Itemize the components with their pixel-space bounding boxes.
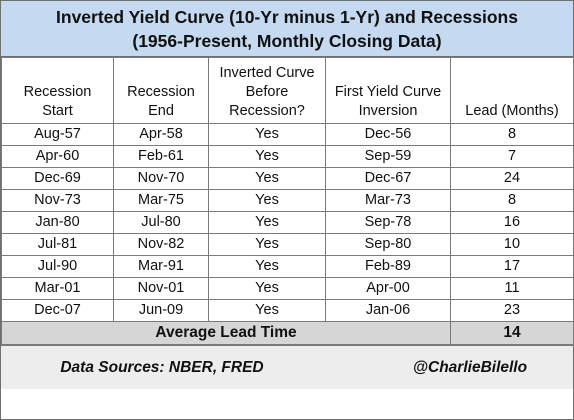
cell-lead: 16 xyxy=(450,211,574,234)
header-recession-start: Recession Start xyxy=(1,57,114,124)
table-row: Aug-57 Apr-58 Yes Dec-56 8 xyxy=(1,123,574,146)
header-first-inversion: First Yield Curve Inversion xyxy=(325,57,451,124)
table-row: Jul-81 Nov-82 Yes Sep-80 10 xyxy=(1,233,574,256)
cell-lead: 7 xyxy=(450,145,574,168)
cell-recession-end: Mar-75 xyxy=(113,189,209,212)
recessions-table: Recession Start Recession End Inverted C… xyxy=(1,57,574,345)
table-row: Mar-01 Nov-01 Yes Apr-00 11 xyxy=(1,277,574,300)
cell-recession-end: Jun-09 xyxy=(113,299,209,322)
table-footer: Data Sources: NBER, FRED @CharlieBilello xyxy=(1,345,573,389)
cell-recession-end: Nov-82 xyxy=(113,233,209,256)
table-row: Dec-07 Jun-09 Yes Jan-06 23 xyxy=(1,299,574,322)
cell-inverted: Yes xyxy=(208,299,326,322)
cell-lead: 24 xyxy=(450,167,574,190)
cell-inverted: Yes xyxy=(208,145,326,168)
cell-first-inversion: Sep-59 xyxy=(325,145,451,168)
cell-first-inversion: Mar-73 xyxy=(325,189,451,212)
header-inverted-before: Inverted Curve Before Recession? xyxy=(208,57,326,124)
cell-lead: 8 xyxy=(450,189,574,212)
cell-recession-end: Nov-01 xyxy=(113,277,209,300)
cell-lead: 17 xyxy=(450,255,574,278)
table-row: Nov-73 Mar-75 Yes Mar-73 8 xyxy=(1,189,574,212)
table-row: Jul-90 Mar-91 Yes Feb-89 17 xyxy=(1,255,574,278)
header-recession-end: Recession End xyxy=(113,57,209,124)
author-handle: @CharlieBilello xyxy=(412,358,528,376)
cell-recession-start: Dec-07 xyxy=(1,299,114,322)
cell-recession-end: Nov-70 xyxy=(113,167,209,190)
cell-recession-end: Apr-58 xyxy=(113,123,209,146)
table-row: Apr-60 Feb-61 Yes Sep-59 7 xyxy=(1,145,574,168)
table-row: Jan-80 Jul-80 Yes Sep-78 16 xyxy=(1,211,574,234)
cell-recession-start: Jan-80 xyxy=(1,211,114,234)
table-row: Dec-69 Nov-70 Yes Dec-67 24 xyxy=(1,167,574,190)
cell-inverted: Yes xyxy=(208,233,326,256)
cell-recession-start: Jul-90 xyxy=(1,255,114,278)
cell-recession-start: Mar-01 xyxy=(1,277,114,300)
cell-inverted: Yes xyxy=(208,255,326,278)
cell-first-inversion: Sep-80 xyxy=(325,233,451,256)
cell-inverted: Yes xyxy=(208,277,326,300)
table-title: Inverted Yield Curve (10-Yr minus 1-Yr) … xyxy=(1,1,573,57)
cell-first-inversion: Sep-78 xyxy=(325,211,451,234)
cell-lead: 11 xyxy=(450,277,574,300)
cell-recession-start: Apr-60 xyxy=(1,145,114,168)
data-sources: Data Sources: NBER, FRED xyxy=(60,358,264,376)
cell-recession-end: Feb-61 xyxy=(113,145,209,168)
cell-first-inversion: Dec-67 xyxy=(325,167,451,190)
header-row: Recession Start Recession End Inverted C… xyxy=(1,57,574,124)
cell-recession-start: Nov-73 xyxy=(1,189,114,212)
cell-inverted: Yes xyxy=(208,189,326,212)
cell-recession-start: Jul-81 xyxy=(1,233,114,256)
cell-recession-end: Mar-91 xyxy=(113,255,209,278)
cell-recession-end: Jul-80 xyxy=(113,211,209,234)
cell-inverted: Yes xyxy=(208,123,326,146)
average-lead-label: Average Lead Time xyxy=(1,321,451,345)
cell-recession-start: Aug-57 xyxy=(1,123,114,146)
cell-lead: 8 xyxy=(450,123,574,146)
title-line-2: (1956-Present, Monthly Closing Data) xyxy=(132,31,442,51)
cell-inverted: Yes xyxy=(208,167,326,190)
cell-first-inversion: Feb-89 xyxy=(325,255,451,278)
cell-inverted: Yes xyxy=(208,211,326,234)
cell-recession-start: Dec-69 xyxy=(1,167,114,190)
cell-first-inversion: Jan-06 xyxy=(325,299,451,322)
cell-lead: 10 xyxy=(450,233,574,256)
cell-lead: 23 xyxy=(450,299,574,322)
cell-first-inversion: Dec-56 xyxy=(325,123,451,146)
cell-first-inversion: Apr-00 xyxy=(325,277,451,300)
title-line-1: Inverted Yield Curve (10-Yr minus 1-Yr) … xyxy=(56,7,518,27)
average-row: Average Lead Time 14 xyxy=(1,321,574,345)
header-lead-months: Lead (Months) xyxy=(450,57,574,124)
average-lead-value: 14 xyxy=(450,321,574,345)
